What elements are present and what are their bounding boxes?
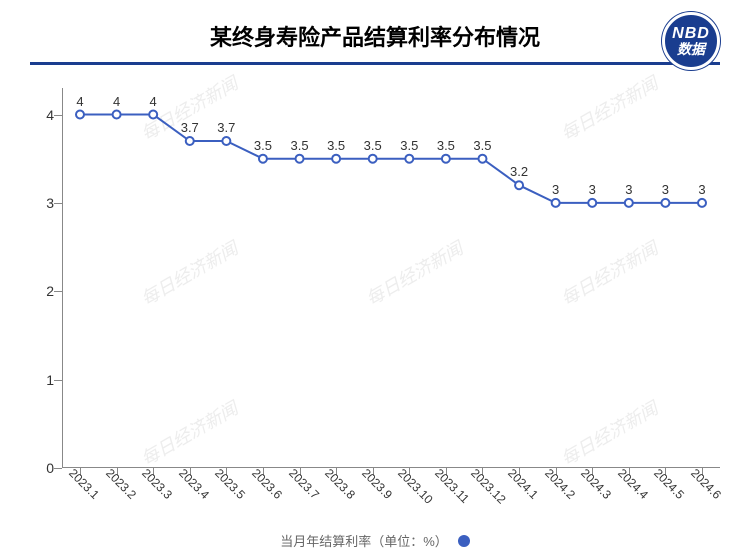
x-tick-label: 2023.4 xyxy=(176,466,212,502)
y-tick xyxy=(54,203,62,204)
data-label: 3 xyxy=(662,182,669,197)
x-tick-label: 2023.9 xyxy=(359,466,395,502)
x-tick-label: 2023.10 xyxy=(395,466,436,507)
data-point xyxy=(296,155,304,163)
x-tick-label: 2024.3 xyxy=(578,466,614,502)
x-tick-label: 2023.5 xyxy=(212,466,248,502)
y-tick xyxy=(54,115,62,116)
data-label: 3.5 xyxy=(473,138,491,153)
data-label: 4 xyxy=(113,94,120,109)
nbd-badge: NBD 数据 xyxy=(662,12,720,70)
x-tick-label: 2023.8 xyxy=(322,466,358,502)
data-label: 3.5 xyxy=(290,138,308,153)
data-point xyxy=(113,111,121,119)
data-label: 3 xyxy=(552,182,559,197)
data-point xyxy=(332,155,340,163)
data-point xyxy=(442,155,450,163)
data-label: 4 xyxy=(76,94,83,109)
data-label: 3 xyxy=(625,182,632,197)
data-label: 3.5 xyxy=(254,138,272,153)
chart-container: 每日经济新闻每日经济新闻每日经济新闻每日经济新闻每日经济新闻每日经济新闻每日经济… xyxy=(0,0,750,558)
data-point xyxy=(149,111,157,119)
series-line xyxy=(80,115,702,203)
header: 某终身寿险产品结算利率分布情况 NBD 数据 xyxy=(0,0,750,65)
y-tick xyxy=(54,291,62,292)
data-label: 3.5 xyxy=(327,138,345,153)
data-point xyxy=(588,199,596,207)
x-tick-label: 2024.1 xyxy=(505,466,541,502)
data-label: 3.5 xyxy=(400,138,418,153)
x-tick-label: 2023.1 xyxy=(66,466,102,502)
x-tick-label: 2024.6 xyxy=(688,466,724,502)
x-tick-label: 2023.3 xyxy=(139,466,175,502)
legend-label: 当月年结算利率（单位：%） xyxy=(280,531,448,550)
x-tick-label: 2023.2 xyxy=(103,466,139,502)
data-label: 3.5 xyxy=(364,138,382,153)
data-point xyxy=(222,137,230,145)
data-label: 3.2 xyxy=(510,164,528,179)
badge-line2: 数据 xyxy=(677,42,705,57)
data-point xyxy=(369,155,377,163)
data-point xyxy=(515,181,523,189)
x-tick-label: 2023.12 xyxy=(469,466,510,507)
data-label: 3.7 xyxy=(181,120,199,135)
y-tick-label: 2 xyxy=(32,283,54,299)
y-tick-label: 4 xyxy=(32,107,54,123)
data-point xyxy=(259,155,267,163)
x-tick-label: 2024.2 xyxy=(542,466,578,502)
data-label: 3 xyxy=(698,182,705,197)
data-point xyxy=(405,155,413,163)
title-row: 某终身寿险产品结算利率分布情况 xyxy=(30,20,720,52)
y-tick-label: 0 xyxy=(32,460,54,476)
data-point xyxy=(698,199,706,207)
data-point xyxy=(478,155,486,163)
badge-line1: NBD xyxy=(672,25,710,43)
title-underline xyxy=(30,62,720,65)
data-point xyxy=(76,111,84,119)
data-point xyxy=(552,199,560,207)
data-point xyxy=(625,199,633,207)
x-tick-label: 2023.7 xyxy=(286,466,322,502)
data-point xyxy=(186,137,194,145)
y-tick-label: 1 xyxy=(32,372,54,388)
data-label: 3.5 xyxy=(437,138,455,153)
y-tick-label: 3 xyxy=(32,195,54,211)
data-label: 3.7 xyxy=(217,120,235,135)
legend-marker xyxy=(458,535,470,547)
x-tick-label: 2024.5 xyxy=(652,466,688,502)
data-point xyxy=(661,199,669,207)
plot-area: 012342023.12023.22023.32023.42023.52023.… xyxy=(62,88,720,468)
x-tick-label: 2023.11 xyxy=(432,466,472,506)
chart-title: 某终身寿险产品结算利率分布情况 xyxy=(30,20,720,52)
data-label: 3 xyxy=(589,182,596,197)
x-tick-label: 2024.4 xyxy=(615,466,651,502)
data-label: 4 xyxy=(150,94,157,109)
y-tick xyxy=(54,468,62,469)
line-chart-svg xyxy=(62,88,720,468)
y-tick xyxy=(54,380,62,381)
legend: 当月年结算利率（单位：%） xyxy=(0,531,750,550)
x-tick-label: 2023.6 xyxy=(249,466,285,502)
